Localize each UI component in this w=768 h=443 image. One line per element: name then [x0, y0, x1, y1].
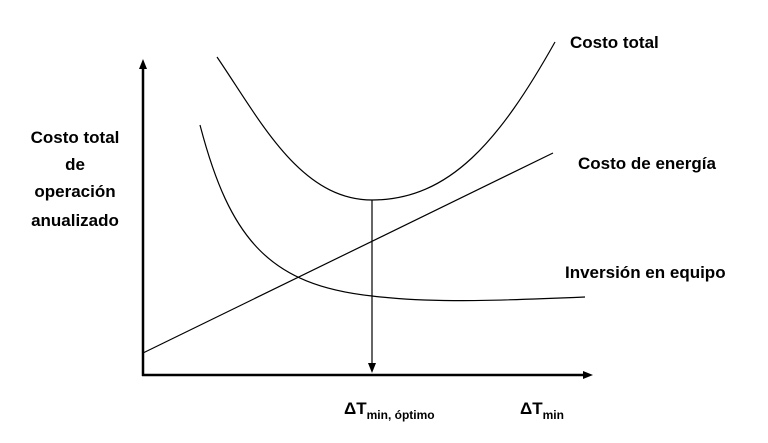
- curve-label: Inversión en equipo: [565, 263, 726, 282]
- y-label: de: [65, 155, 85, 174]
- symbol: ΔT: [344, 399, 367, 418]
- investment-curve: [199, 124, 586, 302]
- y-label: anualizado: [31, 211, 119, 230]
- optimum-label: ΔTmin, óptimo: [344, 399, 435, 422]
- energy-cost-line: [142, 152, 554, 354]
- x-label: ΔTmin: [520, 399, 564, 422]
- curve-label: Costo total: [570, 33, 659, 52]
- curve-label: Costo de energía: [578, 154, 716, 173]
- y-label: Costo total: [31, 128, 120, 147]
- subscript: min: [543, 408, 564, 422]
- subscript: min, óptimo: [367, 408, 435, 422]
- y-label: operación: [34, 182, 115, 201]
- total-cost-curve: [216, 41, 556, 201]
- symbol: ΔT: [520, 399, 543, 418]
